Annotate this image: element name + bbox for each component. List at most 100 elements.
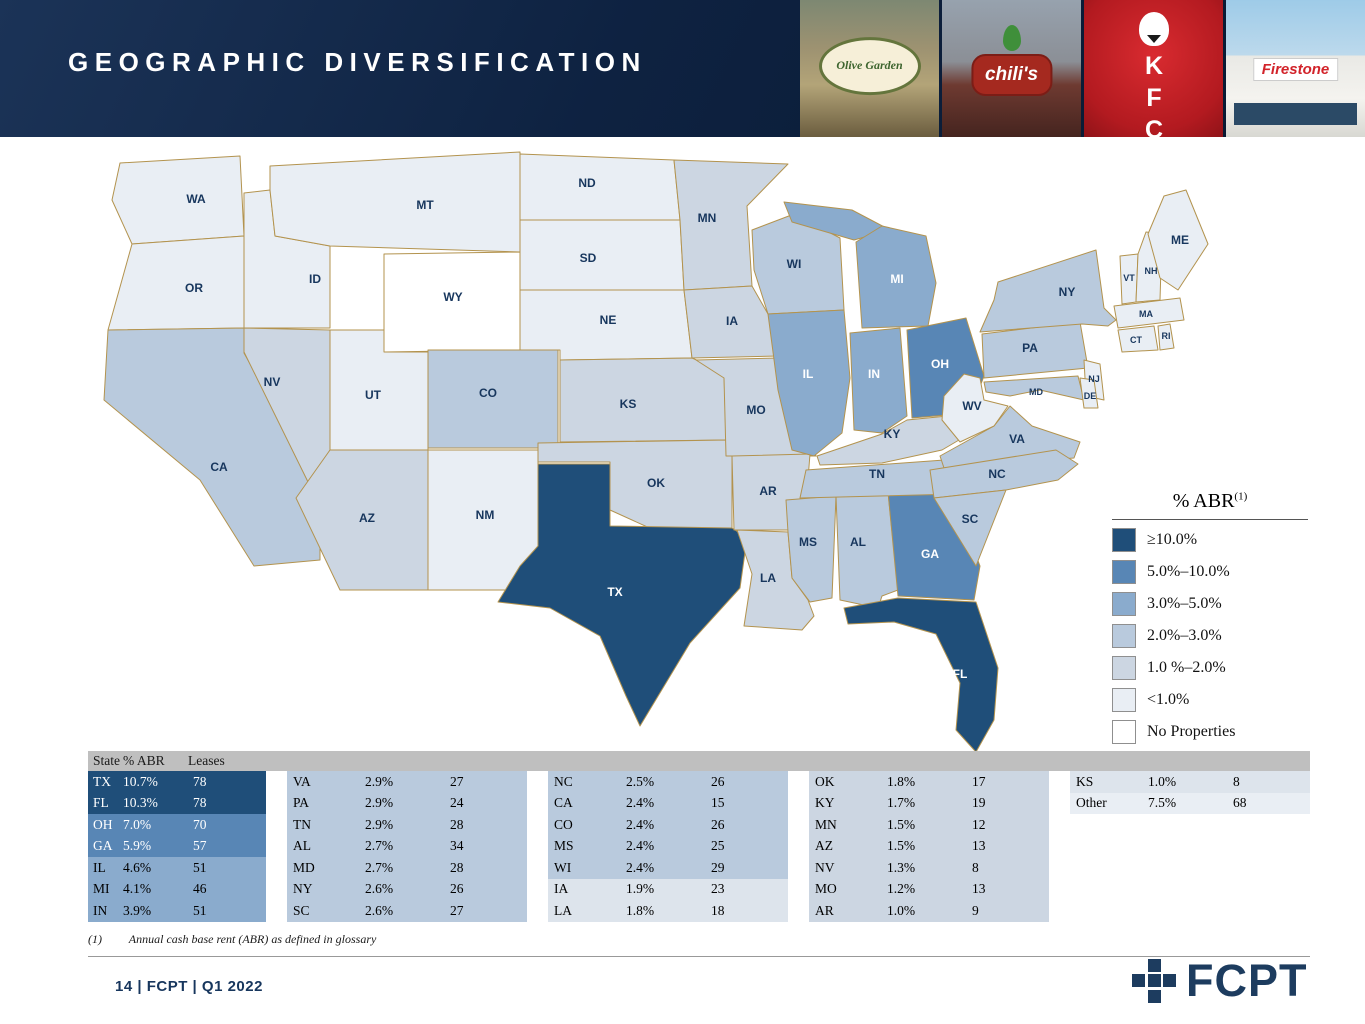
legend-title: % ABR(1) (1112, 490, 1308, 520)
state-abr-table: State % ABR Leases TX 10.7% 78 FL 10.3% 78 OH 7… (88, 751, 1310, 922)
cell-state: OK (815, 773, 835, 789)
photo-chilis: chili's (942, 0, 1081, 137)
fcpt-logo-text: FCPT (1186, 955, 1308, 1006)
state-label-MN: MN (698, 211, 717, 225)
state-label-ND: ND (578, 176, 596, 190)
cell-leases: 28 (450, 816, 464, 832)
cell-abr: 2.6% (365, 881, 394, 897)
state-shape-AZ (295, 449, 429, 591)
state-label-IL: IL (803, 367, 814, 381)
cell-state: IN (93, 902, 108, 918)
state-shape-SD (519, 219, 685, 291)
legend-item: No Properties (1112, 720, 1308, 744)
table-row-Other: Other 7.5% 68 (1070, 792, 1310, 814)
table-row-TN: TN 2.9% 28 (287, 814, 527, 836)
state-label-IN: IN (868, 367, 880, 381)
state-label-WY: WY (443, 290, 462, 304)
cell-leases: 28 (450, 859, 464, 875)
state-shape-WV (941, 373, 1009, 443)
cell-state: GA (93, 838, 113, 854)
cell-leases: 29 (711, 859, 725, 875)
cell-leases: 68 (1233, 795, 1247, 811)
state-label-NY: NY (1059, 285, 1076, 299)
table-row-LA: LA 1.8% 18 (548, 900, 788, 922)
fcpt-logo: FCPT (1132, 958, 1308, 1003)
table-row-NC: NC 2.5% 26 (548, 771, 788, 793)
cell-state: MI (93, 881, 110, 897)
fcpt-logo-icon (1132, 958, 1176, 1003)
table-group-5: KS 1.0% 8 Other 7.5% 68 (1070, 771, 1310, 922)
state-label-MI: MI (890, 272, 903, 286)
table-row-WI: WI 2.4% 29 (548, 857, 788, 879)
state-label-AL: AL (850, 535, 866, 549)
state-label-CO: CO (479, 386, 497, 400)
cell-leases: 25 (711, 838, 725, 854)
map-legend: % ABR(1) ≥10.0% 5.0%–10.0% 3.0%–5.0% 2.0%–3… (1112, 490, 1308, 752)
cell-abr: 4.1% (123, 881, 152, 897)
cell-abr: 7.5% (1148, 795, 1177, 811)
state-shape-DE (1079, 377, 1099, 409)
legend-title-superscript: (1) (1234, 490, 1248, 503)
footnote-text: Annual cash base rent (ABR) as defined i… (128, 932, 377, 946)
cell-abr: 2.9% (365, 816, 394, 832)
cell-state: Other (1076, 795, 1107, 811)
photo-firestone: Firestone (1226, 0, 1365, 137)
cell-abr: 5.9% (123, 838, 152, 854)
firestone-windows (1234, 103, 1357, 125)
table-row-AL: AL 2.7% 34 (287, 835, 527, 857)
table-row-SC: SC 2.6% 27 (287, 900, 527, 922)
table-row-FL: FL 10.3% 78 (88, 792, 266, 814)
cell-state: CA (554, 795, 573, 811)
cell-abr: 10.7% (123, 773, 158, 789)
state-label-AR: AR (759, 484, 777, 498)
legend-swatch (1112, 528, 1136, 552)
header-photos: Olive Garden chili's KFC Firestone (800, 0, 1365, 137)
state-label-OK: OK (647, 476, 665, 490)
cell-leases: 13 (972, 881, 986, 897)
olive-garden-sign: Olive Garden (818, 36, 921, 95)
photo-olive-garden: Olive Garden (800, 0, 939, 137)
table-row-MS: MS 2.4% 25 (548, 835, 788, 857)
cell-state: SC (293, 902, 310, 918)
table-row-PA: PA 2.9% 24 (287, 792, 527, 814)
state-label-MD: MD (1029, 387, 1043, 397)
state-label-UT: UT (365, 388, 382, 402)
table-row-OK: OK 1.8% 17 (809, 771, 1049, 793)
table-row-AZ: AZ 1.5% 13 (809, 835, 1049, 857)
legend-item: <1.0% (1112, 688, 1308, 712)
state-label-NV: NV (264, 375, 281, 389)
state-label-NH: NH (1145, 266, 1158, 276)
cell-abr: 2.4% (626, 859, 655, 875)
state-label-MT: MT (416, 198, 434, 212)
cell-abr: 1.5% (887, 816, 916, 832)
legend-items: ≥10.0% 5.0%–10.0% 3.0%–5.0% 2.0%–3.0% 1.0 %–… (1112, 528, 1308, 744)
table-row-CO: CO 2.4% 26 (548, 814, 788, 836)
cell-abr: 1.8% (626, 902, 655, 918)
cell-state: CO (554, 816, 573, 832)
state-shape-TX (497, 463, 748, 727)
state-shape-MI (855, 225, 937, 329)
page-info: 14 | FCPT | Q1 2022 (115, 978, 263, 995)
state-label-LA: LA (760, 571, 776, 585)
cell-leases: 24 (450, 795, 464, 811)
column-header-abr: % ABR (123, 753, 165, 768)
legend-item: ≥10.0% (1112, 528, 1308, 552)
legend-label: 5.0%–10.0% (1147, 563, 1230, 580)
table-group-4: OK 1.8% 17 KY 1.7% 19 MN 1.5% 12 AZ 1.5% 13 NV 1.3% 8 M… (809, 771, 1049, 922)
cell-abr: 7.0% (123, 816, 152, 832)
cell-abr: 2.4% (626, 838, 655, 854)
state-shape-RI (1157, 323, 1175, 351)
cell-leases: 57 (193, 838, 207, 854)
cell-state: AR (815, 902, 834, 918)
state-label-MA: MA (1139, 309, 1153, 319)
legend-swatch (1112, 592, 1136, 616)
state-shape-MT (269, 151, 521, 253)
cell-state: IL (93, 859, 106, 875)
state-shape-NY (979, 249, 1117, 333)
table-row-NY: NY 2.6% 26 (287, 878, 527, 900)
table-row-MO: MO 1.2% 13 (809, 878, 1049, 900)
table-row-KS: KS 1.0% 8 (1070, 771, 1310, 793)
cell-state: AL (293, 838, 311, 854)
state-label-FL: FL (953, 667, 968, 681)
